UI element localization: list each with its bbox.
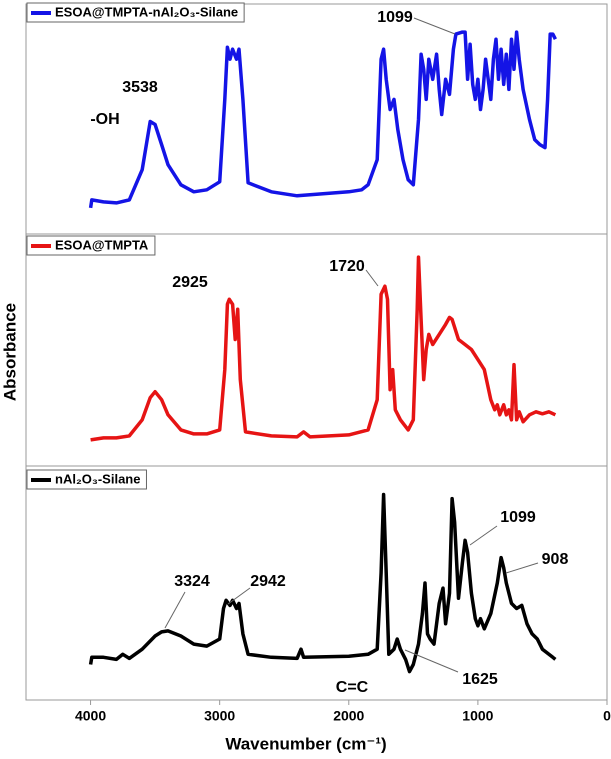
annotation: 2925 [172, 274, 208, 291]
annotation: 1625 [462, 671, 498, 688]
legend-box [26, 469, 147, 490]
x-tick-label: 4000 [75, 708, 106, 724]
y-axis-title: Absorbance [0, 303, 19, 401]
annotation-leader [164, 591, 186, 629]
legend-label: ESOA@TMPTA-nAl₂O₃-Silane [55, 4, 238, 19]
x-tick-label: 3000 [204, 708, 235, 724]
annotation: 2942 [250, 573, 286, 590]
annotation-leader [227, 587, 251, 605]
annotation: 1099 [377, 9, 413, 26]
annotation: -OH [90, 111, 119, 128]
legend-box [26, 235, 156, 256]
annotation: 1099 [500, 509, 536, 526]
annotation-leader [413, 17, 456, 35]
annotation: 3324 [174, 573, 210, 590]
legend-box [26, 2, 245, 23]
plot-frame [25, 3, 608, 701]
legend-label: ESOA@TMPTA [55, 237, 149, 252]
x-tick-label: 2000 [333, 708, 364, 724]
annotation: 1720 [329, 258, 365, 275]
x-axis-title: Wavenumber (cm⁻¹) [225, 734, 386, 753]
spectrum-line [88, 30, 557, 209]
annotation: 908 [542, 551, 569, 568]
annotation: C=C [336, 679, 369, 696]
annotation-leader [469, 525, 498, 546]
annotation-leader [365, 269, 379, 287]
x-tick-label: 1000 [462, 708, 493, 724]
annotation-leader [404, 649, 459, 673]
annotation: 3538 [122, 79, 158, 96]
x-tick-label: 0 [603, 708, 611, 724]
spectrum-line [90, 255, 557, 442]
legend-label: nAl₂O₃-Silane [55, 471, 140, 486]
spectrum-line [88, 492, 557, 674]
annotation-leader [505, 562, 539, 574]
